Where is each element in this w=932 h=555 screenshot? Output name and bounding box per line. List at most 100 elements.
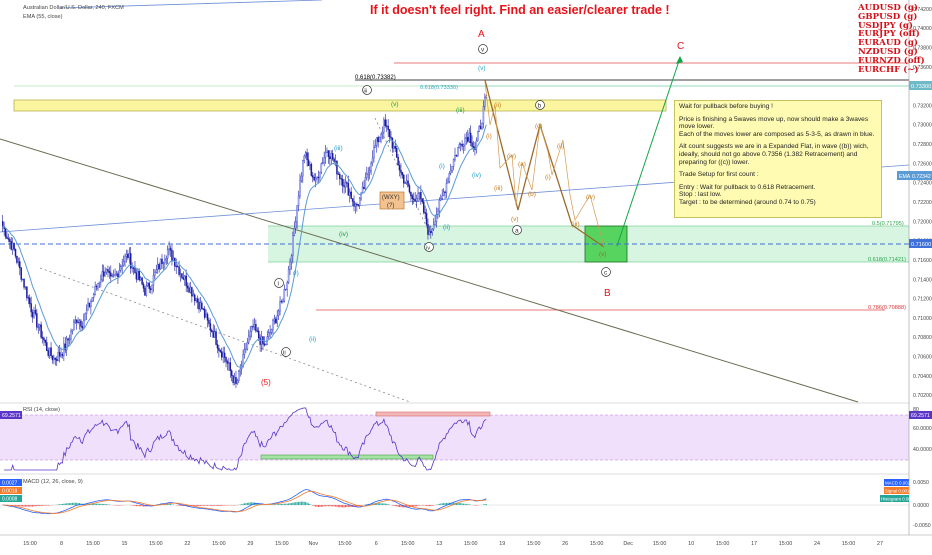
macd-bar (287, 504, 288, 505)
candle-body (180, 274, 181, 275)
candle-body (261, 337, 262, 345)
candle-body (311, 164, 312, 175)
candle-body (103, 272, 104, 277)
macd-bar (106, 504, 107, 505)
macd-bar (282, 504, 283, 505)
macd-tick-2: 0.0000 (913, 503, 929, 509)
candle-body (181, 274, 182, 278)
analysis-note[interactable]: Wait for pullback before buying ! Price … (674, 100, 882, 218)
macd-bar (322, 505, 323, 507)
macd-bar (429, 505, 430, 506)
macd-bar (200, 505, 201, 506)
macd-bar (386, 504, 387, 505)
candle-body (206, 314, 207, 317)
candle-body (9, 239, 10, 241)
candle-body (427, 224, 428, 234)
macd-bar (446, 503, 447, 505)
wave-b-circle: b (538, 103, 542, 110)
macd-bar (216, 505, 217, 506)
blue-i: (i) (293, 270, 299, 277)
candle-body (257, 331, 258, 332)
candle-body (117, 274, 118, 277)
wave-v-box: (v) (599, 251, 607, 258)
wave-iii-small: (iii) (456, 107, 465, 114)
macd-bar (220, 505, 221, 506)
candle-body (93, 294, 94, 297)
macd-bar (423, 505, 424, 506)
macd-tick-1: 0.0050 (913, 480, 929, 486)
candle-body (250, 331, 251, 336)
macd-bar (302, 502, 303, 505)
candle-body (15, 249, 16, 256)
candle-body (274, 319, 275, 321)
o-ii3: (ii) (557, 143, 564, 150)
candle-body (122, 265, 123, 266)
macd-bar (460, 503, 461, 505)
macd-bar (70, 503, 71, 505)
price-tick-label: 0.72400 (913, 181, 932, 187)
macd-bar (36, 505, 37, 506)
candle-body (298, 196, 299, 206)
fib-618-top: 0.618(0.73382) (355, 75, 396, 81)
candle-body (218, 348, 219, 350)
candle-body (83, 320, 84, 328)
candle-body (52, 356, 53, 360)
candle-body (317, 177, 318, 178)
candle-body (234, 377, 235, 382)
candle-body (318, 177, 319, 178)
macd-bar (307, 503, 308, 505)
candle-body (137, 271, 138, 279)
macd-bar (62, 504, 63, 505)
macd-bar (133, 505, 134, 506)
wave-iii-circle: iii (364, 89, 368, 95)
rsi-label: RSI (14, close) (23, 407, 60, 413)
candle-body (382, 132, 383, 134)
candle-body (221, 352, 222, 358)
candle-body (325, 152, 326, 157)
candle-body (299, 181, 300, 196)
o-b: (b) (528, 191, 536, 198)
ema-legend: EMA (55, close) (23, 14, 62, 20)
macd-bar (197, 505, 198, 506)
candle-body (398, 157, 399, 165)
macd-bar (325, 505, 326, 506)
macd-bar (308, 503, 309, 505)
candle-body (198, 302, 199, 309)
time-tick-label: 6 (375, 541, 378, 547)
rsi-band (0, 415, 909, 460)
candle-body (186, 276, 187, 286)
candle-body (305, 153, 306, 156)
macd-bar (342, 505, 343, 507)
candle-body (31, 304, 32, 312)
candle-body (92, 297, 93, 301)
candle-body (56, 359, 57, 360)
macd-bar (379, 503, 380, 505)
candle-body (82, 326, 83, 328)
candle-body (11, 242, 12, 250)
ema-label: EMA (55, close) (23, 14, 62, 20)
time-tick-label: 13 (436, 541, 442, 547)
macd-bar (321, 505, 322, 507)
macd-bar (329, 505, 330, 506)
candle-body (123, 261, 124, 265)
candle-body (369, 171, 370, 173)
candle-body (203, 309, 204, 310)
candle-body (24, 279, 25, 287)
macd-bar (328, 505, 329, 506)
candle-body (73, 322, 74, 330)
candle-body (22, 279, 23, 280)
o-ii: (ii) (494, 102, 501, 109)
macd-bar (416, 505, 417, 506)
macd-bar (326, 505, 327, 506)
macd-bar (274, 504, 275, 505)
candle-body (115, 275, 116, 276)
macd-bar (469, 504, 470, 505)
macd-bar (39, 505, 40, 506)
macd-bar (388, 504, 389, 505)
candle-body (463, 145, 464, 146)
candle-body (159, 264, 160, 269)
candle-body (446, 183, 447, 193)
candle-body (80, 321, 81, 326)
price-tick-label: 0.71200 (913, 297, 932, 303)
